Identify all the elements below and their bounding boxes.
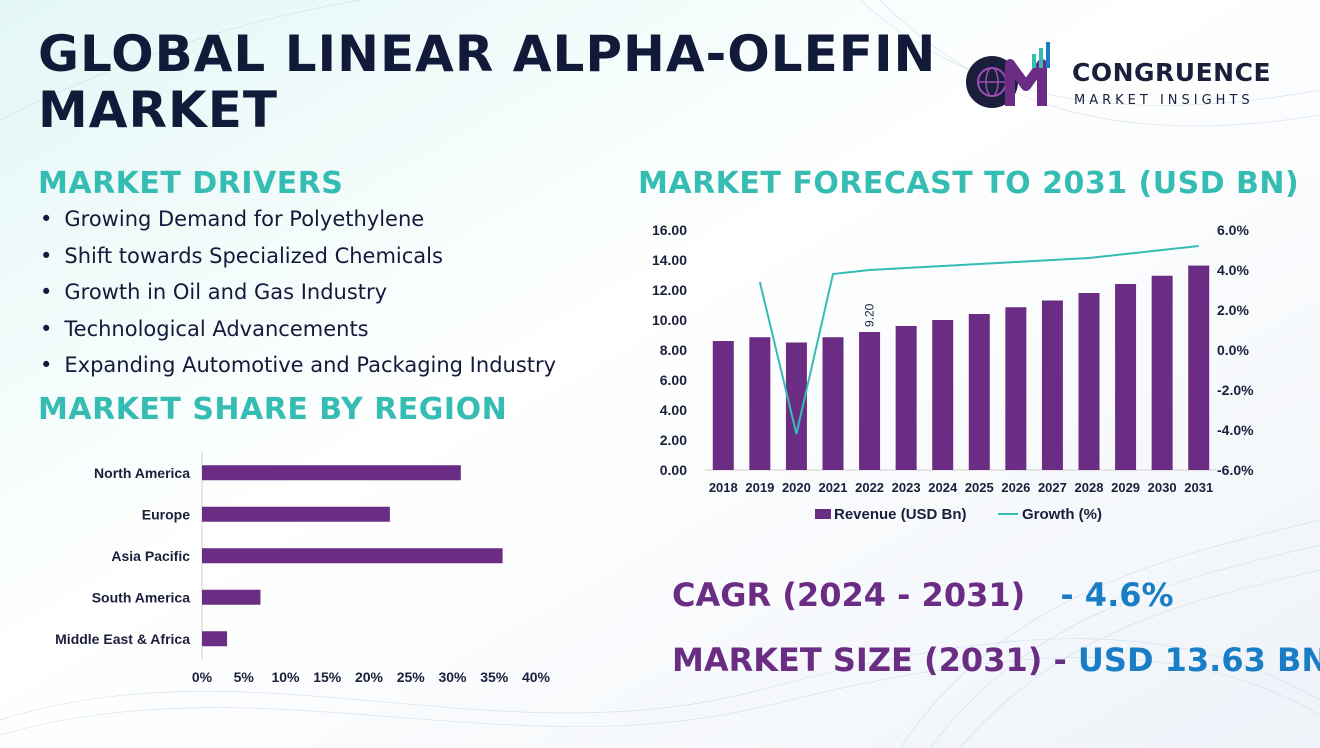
y-tick-label: 10.00 xyxy=(652,312,687,328)
tick-label: 15% xyxy=(313,669,342,685)
x-tick-label: 2019 xyxy=(745,480,774,495)
y-tick-label: 12.00 xyxy=(652,282,687,298)
bar xyxy=(932,320,954,470)
bar xyxy=(1115,284,1137,470)
bar xyxy=(202,506,390,522)
x-tick-label: 2024 xyxy=(928,480,958,495)
logo-name: CONGRUENCE xyxy=(1072,58,1272,87)
tick-label: 20% xyxy=(355,669,384,685)
bar xyxy=(202,548,503,564)
driver-item: Technological Advancements xyxy=(40,314,556,351)
title-line-1: GLOBAL LINEAR ALPHA-OLEFIN xyxy=(38,25,937,83)
drivers-list: Growing Demand for Polyethylene Shift to… xyxy=(40,204,556,387)
bar xyxy=(895,326,917,470)
tick-label: 25% xyxy=(397,669,426,685)
y2-tick-label: 6.0% xyxy=(1217,222,1249,238)
y-tick-label: 4.00 xyxy=(660,402,687,418)
y2-tick-label: 2.0% xyxy=(1217,302,1249,318)
data-label: 9.20 xyxy=(863,303,877,327)
x-tick-label: 2030 xyxy=(1148,480,1177,495)
bar xyxy=(968,314,990,470)
driver-item: Growing Demand for Polyethylene xyxy=(40,204,556,241)
driver-item: Expanding Automotive and Packaging Indus… xyxy=(40,350,556,387)
market-size-label: MARKET SIZE (2031) xyxy=(672,641,1043,679)
tick-label: 0% xyxy=(192,669,213,685)
cagr-separator: - xyxy=(1060,576,1074,614)
x-tick-label: 2020 xyxy=(782,480,811,495)
bar xyxy=(1151,275,1173,470)
bar xyxy=(785,342,807,470)
cagr-kpi: CAGR (2024 - 2031) - 4.6% xyxy=(672,576,1174,614)
bar xyxy=(1188,265,1210,470)
tick-label: 35% xyxy=(480,669,509,685)
driver-item: Growth in Oil and Gas Industry xyxy=(40,277,556,314)
legend-label-revenue: Revenue (USD Bn) xyxy=(834,506,967,523)
x-tick-label: 2022 xyxy=(855,480,884,495)
y-tick-label: 0.00 xyxy=(660,462,687,478)
bar xyxy=(1005,307,1027,470)
bar xyxy=(1041,300,1063,470)
category-label: Asia Pacific xyxy=(111,548,190,564)
x-tick-label: 2018 xyxy=(709,480,738,495)
x-tick-label: 2023 xyxy=(892,480,921,495)
x-tick-label: 2021 xyxy=(819,480,848,495)
y2-tick-label: -4.0% xyxy=(1217,422,1254,438)
tick-label: 10% xyxy=(271,669,300,685)
legend-swatch-revenue xyxy=(815,509,831,519)
tick-label: 5% xyxy=(234,669,255,685)
cagr-label: CAGR (2024 - 2031) xyxy=(672,576,1026,614)
y-tick-label: 6.00 xyxy=(660,372,687,388)
y2-tick-label: -2.0% xyxy=(1217,382,1254,398)
x-tick-label: 2026 xyxy=(1001,480,1030,495)
growth-line xyxy=(758,245,1199,435)
x-tick-label: 2029 xyxy=(1111,480,1140,495)
company-logo: CONGRUENCE MARKET INSIGHTS xyxy=(962,40,1292,120)
bar xyxy=(1078,293,1100,470)
tick-label: 30% xyxy=(438,669,467,685)
market-size-value: USD 13.63 BN xyxy=(1077,641,1320,679)
y2-tick-label: 4.0% xyxy=(1217,262,1249,278)
y-tick-label: 8.00 xyxy=(660,342,687,358)
bar xyxy=(822,337,844,470)
x-tick-label: 2028 xyxy=(1075,480,1104,495)
y-tick-label: 2.00 xyxy=(660,432,687,448)
x-tick-label: 2031 xyxy=(1184,480,1213,495)
market-size-kpi: MARKET SIZE (2031) - USD 13.63 BN xyxy=(672,641,1320,679)
title-line-2: MARKET xyxy=(38,81,278,139)
cagr-value: 4.6% xyxy=(1084,576,1174,614)
drivers-heading: MARKET DRIVERS xyxy=(38,166,344,201)
category-label: North America xyxy=(94,465,190,481)
bar xyxy=(859,332,881,470)
region-share-chart: North America Europe Asia Pacific South Ame… xyxy=(55,452,551,685)
bar xyxy=(202,631,228,647)
market-size-separator: - xyxy=(1053,641,1067,679)
legend-label-growth: Growth (%) xyxy=(1022,506,1102,523)
category-label: South America xyxy=(92,589,190,605)
y-tick-label: 14.00 xyxy=(652,252,687,268)
tick-label: 40% xyxy=(522,669,551,685)
category-label: Europe xyxy=(142,506,190,522)
page-title: GLOBAL LINEAR ALPHA-OLEFIN MARKET xyxy=(38,26,936,138)
bar xyxy=(202,589,261,605)
y2-tick-label: 0.0% xyxy=(1217,342,1249,358)
y-tick-label: 16.00 xyxy=(652,222,687,238)
driver-item: Shift towards Specialized Chemicals xyxy=(40,241,556,278)
forecast-chart: 0.00 2.00 4.00 6.00 8.00 10.00 12.00 14.00 16.00… xyxy=(652,222,1254,523)
category-label: Middle East & Africa xyxy=(55,631,190,647)
y2-tick-label: -6.0% xyxy=(1217,462,1254,478)
bar xyxy=(202,465,461,481)
x-tick-label: 2025 xyxy=(965,480,994,495)
logo-tagline: MARKET INSIGHTS xyxy=(1074,93,1254,108)
x-tick-label: 2027 xyxy=(1038,480,1067,495)
bar xyxy=(749,337,771,470)
forecast-heading: MARKET FORECAST TO 2031 (USD BN) xyxy=(638,166,1300,201)
region-heading: MARKET SHARE BY REGION xyxy=(38,392,508,427)
logo-mark xyxy=(966,42,1050,108)
bar xyxy=(712,341,734,470)
